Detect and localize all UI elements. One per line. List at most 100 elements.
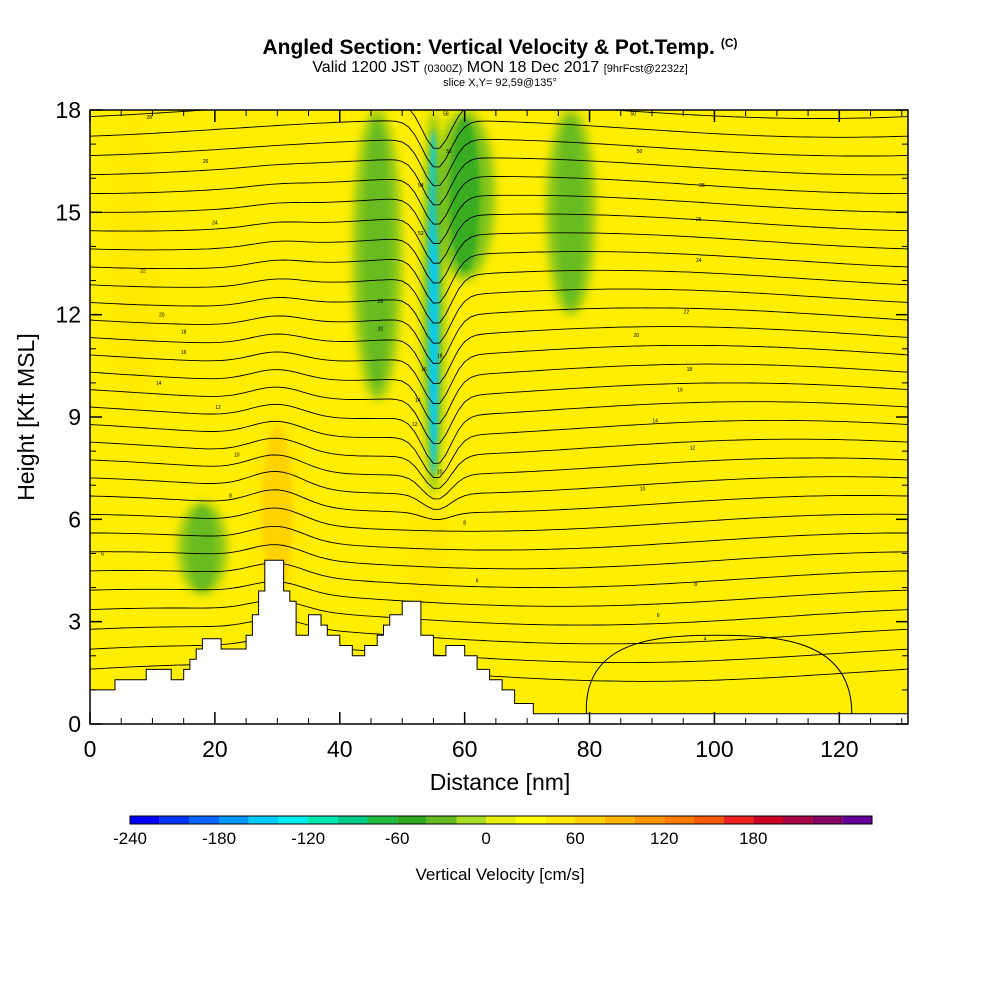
chart-title: Angled Section: Vertical Velocity & Pot.… — [262, 36, 738, 59]
colorbar-swatch — [634, 816, 665, 824]
y-tick-label: 3 — [68, 609, 81, 635]
isentrope-label: 14 — [415, 398, 421, 404]
colorbar-tick-label: 60 — [566, 829, 585, 848]
isentrope-line — [90, 344, 908, 405]
isentrope-line — [90, 562, 908, 589]
isentrope-label: 56 — [446, 149, 452, 155]
x-tick-label: 80 — [577, 736, 603, 762]
isentrope-label: 20 — [159, 313, 165, 319]
isentrope-label: 10 — [640, 487, 646, 493]
colorbar-swatch — [842, 816, 872, 824]
isentrope-label: 12 — [215, 405, 221, 411]
isentrope-line — [90, 288, 908, 344]
isentrope-line — [90, 326, 908, 385]
plot-background — [90, 110, 908, 724]
colorbar-swatch — [515, 816, 546, 824]
isentrope-label: 26 — [203, 159, 209, 165]
chart-valid-time: Valid 1200 JST (0300Z) MON 18 Dec 2017 [… — [312, 59, 688, 76]
isentrope-label: 14 — [652, 418, 658, 424]
isentrope-line — [90, 251, 908, 304]
colorbar-tick-label: 0 — [481, 829, 490, 848]
isentrope-line — [90, 471, 908, 510]
isentrope-label: 28 — [699, 183, 705, 189]
x-tick-label: 120 — [820, 736, 858, 762]
isentrope-line — [90, 232, 908, 284]
colorbar: -240 -180 -120 -60 0 60 120 180 — [113, 815, 873, 848]
isentrope-label: 54 — [418, 183, 424, 189]
colorbar-swatch — [397, 816, 427, 824]
x-tick-label: 60 — [452, 736, 478, 762]
chart-slice-info: slice X,Y= 92,59@135° — [443, 77, 557, 89]
contour-label-layer: 58 56 54 52 50 50 28 26 24 22 20 28 26 24 22 20 18 16 14 12… — [101, 111, 707, 642]
isentrope-label: 26 — [696, 217, 702, 223]
isentrope-label: 28 — [147, 115, 153, 121]
colorbar-swatch — [219, 816, 249, 824]
colorbar-swatch — [308, 816, 338, 824]
isentrope-line — [90, 269, 908, 324]
isentrope-label: 14 — [156, 381, 162, 387]
velocity-feature-core — [449, 118, 480, 273]
terrain-layer — [90, 559, 908, 724]
isentrope-line — [90, 419, 908, 478]
velocity-feature-core — [415, 507, 440, 600]
isentrope-label: 22 — [140, 268, 146, 274]
colorbar-swatch — [456, 816, 487, 824]
isentrope-label: 20 — [634, 333, 640, 339]
y-tick-label: 9 — [68, 404, 81, 430]
colorbar-swatch — [545, 816, 576, 824]
colorbar-frame — [129, 815, 873, 825]
isentrope-label: 10 — [234, 453, 240, 459]
isentrope-line — [90, 544, 908, 570]
terrain — [90, 559, 908, 724]
isentrope-line — [90, 618, 908, 645]
colorbar-swatch — [812, 816, 843, 824]
isentrope-line — [90, 194, 908, 245]
colorbar-swatch — [753, 816, 783, 824]
isentrope-label: 12 — [690, 446, 696, 452]
isentrope-line — [90, 138, 908, 187]
isentrope-line — [90, 110, 908, 149]
colorbar-swatch — [337, 816, 368, 824]
isentrope-label: 50 — [637, 149, 643, 155]
plot-area: 58 56 54 52 50 50 28 26 24 22 20 28 26 24 22 20 18 16 14 12… — [90, 110, 908, 724]
colorbar-tick-label: -60 — [385, 829, 410, 848]
isentrope-line — [90, 213, 908, 264]
velocity-feature-core — [121, 125, 146, 402]
isentrope-label: 18 — [687, 367, 693, 373]
isentrope-line — [90, 120, 908, 168]
isentrope-label: 18 — [181, 330, 187, 336]
isentrope-line — [90, 489, 908, 520]
velocity-feature-core — [365, 124, 390, 386]
isentrope-label: 6 — [657, 613, 660, 619]
isentrope-line — [90, 363, 908, 425]
velocity-feature-core — [190, 506, 215, 590]
isentrope-line — [90, 307, 908, 364]
isentrope-line — [90, 637, 908, 664]
y-tick-label: 12 — [55, 302, 81, 328]
velocity-feature-core — [262, 426, 293, 596]
colorbar-label: Vertical Velocity [cm/s] — [415, 865, 584, 884]
colorbar-tick-label: -120 — [291, 829, 325, 848]
isentrope-label: 24 — [212, 221, 218, 227]
colorbar-swatch — [159, 816, 190, 824]
isentrope-label: 20 — [378, 326, 384, 332]
isentrope-label: 18 — [437, 354, 443, 360]
colorbar-swatch — [248, 816, 279, 824]
y-tick-label: 0 — [68, 711, 81, 737]
isentrope-line — [90, 454, 908, 500]
velocity-feature-core — [558, 120, 583, 305]
colorbar-swatch — [604, 816, 635, 824]
colorbar-swatch — [575, 816, 605, 824]
colorbar-tick-label: -180 — [202, 829, 236, 848]
isentrope-label: 50 — [630, 111, 636, 117]
isentrope-label: 52 — [418, 231, 424, 237]
colorbar-swatch — [189, 816, 220, 824]
isentrope-label: 16 — [677, 388, 683, 394]
axes-layer: 0 20 40 60 80 100 120 0 3 6 9 12 15 18 — [55, 97, 908, 762]
isentrope-line — [90, 401, 908, 464]
isentrope-label: 24 — [696, 258, 702, 264]
isentrope-line — [90, 437, 908, 489]
isentrope-label: 12 — [412, 422, 418, 428]
colorbar-tick-label: 120 — [650, 829, 678, 848]
isentrope-label: 4 — [704, 637, 707, 643]
